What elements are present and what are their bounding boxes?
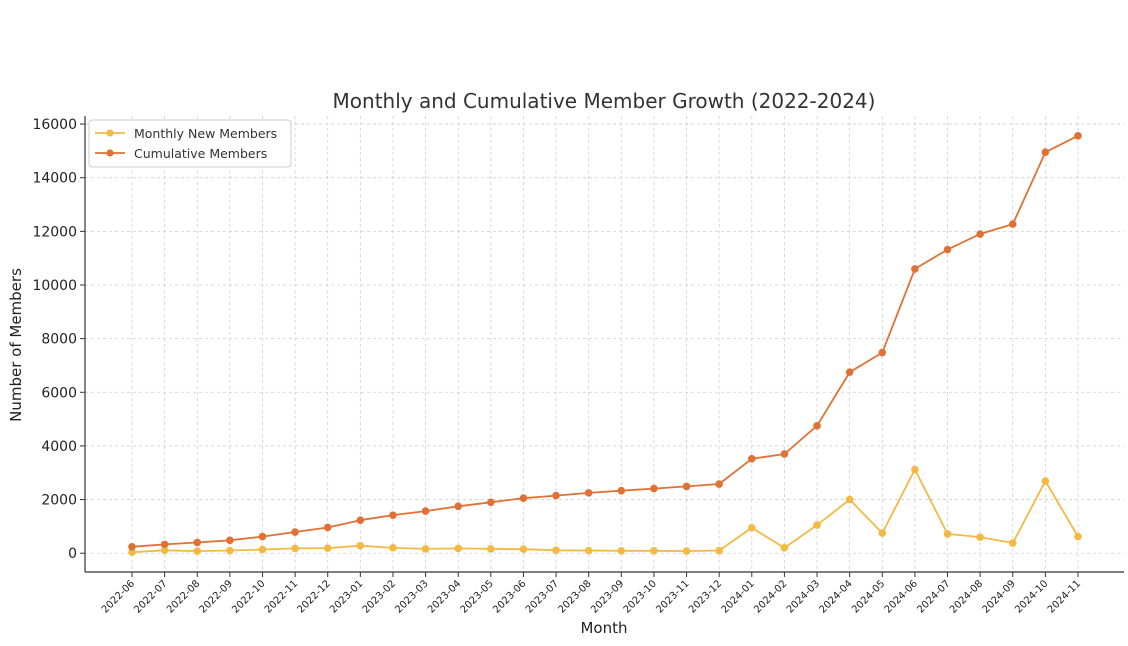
series-line-cumulative	[131, 134, 1079, 548]
data-point-cumulative	[943, 245, 952, 254]
y-tick-label: 16000	[32, 117, 77, 133]
y-tick-label: 6000	[41, 385, 77, 401]
data-point-monthly	[421, 545, 430, 553]
legend-box	[88, 119, 292, 168]
data-point-cumulative	[845, 368, 854, 376]
data-point-monthly	[617, 547, 626, 555]
data-point-monthly	[552, 546, 560, 555]
legend-marker-cumulative	[106, 149, 114, 157]
data-point-cumulative	[650, 484, 658, 493]
grid	[85, 116, 1124, 572]
data-point-monthly	[682, 547, 691, 555]
data-point-cumulative	[584, 489, 593, 497]
legend-label-cumulative: Cumulative Members	[134, 146, 267, 161]
legend: Monthly New Members Cumulative Members	[88, 119, 292, 168]
data-point-monthly	[1074, 532, 1082, 541]
y-tick-label: 8000	[41, 332, 77, 348]
data-point-cumulative	[454, 502, 463, 511]
data-point-monthly	[584, 546, 593, 555]
data-point-cumulative	[747, 455, 756, 463]
data-point-cumulative	[976, 230, 984, 238]
data-point-monthly	[389, 544, 397, 552]
data-point-cumulative	[780, 450, 789, 458]
data-point-cumulative	[1041, 148, 1050, 157]
data-point-monthly	[291, 544, 299, 553]
data-point-cumulative	[617, 486, 626, 495]
data-point-monthly	[650, 547, 658, 555]
x-axis-label: Month	[580, 619, 627, 637]
data-point-cumulative	[193, 538, 202, 547]
data-point-cumulative	[682, 482, 691, 491]
data-point-monthly	[911, 465, 919, 474]
y-ticks: 0 2000 4000 6000 8000 10000 12000 14000 16000	[32, 117, 85, 562]
data-point-monthly	[128, 548, 136, 556]
data-point-monthly	[226, 546, 234, 555]
data-point-monthly	[193, 547, 202, 555]
data-point-cumulative	[552, 491, 560, 500]
data-point-cumulative	[487, 498, 495, 507]
data-point-monthly	[845, 495, 854, 504]
y-tick-label: 10000	[32, 278, 77, 294]
data-point-cumulative	[323, 523, 332, 532]
data-point-monthly	[454, 544, 463, 553]
data-point-cumulative	[389, 511, 397, 519]
data-point-monthly	[715, 546, 723, 555]
data-point-monthly	[1041, 477, 1050, 485]
chart-title: Monthly and Cumulative Member Growth (20…	[333, 89, 876, 113]
data-point-cumulative	[911, 265, 919, 273]
y-tick-label: 14000	[32, 171, 77, 187]
data-point-monthly	[258, 545, 267, 554]
data-point-cumulative	[813, 422, 821, 430]
data-point-monthly	[747, 523, 756, 532]
y-tick-label: 0	[68, 546, 77, 562]
data-point-cumulative	[878, 348, 887, 357]
y-tick-label: 2000	[41, 493, 77, 509]
y-axis-label: Number of Members	[7, 268, 25, 422]
data-point-monthly	[878, 529, 887, 537]
data-point-cumulative	[1008, 220, 1017, 228]
data-point-cumulative	[258, 532, 267, 541]
legend-label-monthly: Monthly New Members	[134, 126, 277, 141]
data-point-cumulative	[421, 507, 430, 515]
data-point-monthly	[976, 533, 984, 541]
data-point-monthly	[160, 546, 169, 555]
data-point-cumulative	[1074, 132, 1082, 140]
legend-marker-monthly	[106, 129, 114, 137]
data-point-cumulative	[128, 542, 136, 551]
data-point-monthly	[356, 541, 365, 550]
y-tick-label: 4000	[41, 439, 77, 455]
data-point-monthly	[323, 544, 332, 552]
data-point-cumulative	[226, 536, 234, 545]
data-point-monthly	[780, 544, 789, 552]
series-group	[128, 132, 1082, 556]
data-point-monthly	[487, 545, 495, 553]
y-tick-label: 12000	[32, 224, 77, 240]
data-point-monthly	[1008, 539, 1017, 547]
data-point-cumulative	[160, 540, 169, 549]
data-point-cumulative	[291, 528, 299, 536]
series-line-monthly	[131, 468, 1079, 554]
data-point-cumulative	[356, 516, 365, 525]
axes	[84, 116, 1124, 573]
data-point-cumulative	[519, 494, 528, 503]
data-point-cumulative	[715, 480, 723, 488]
data-point-monthly	[519, 545, 528, 553]
data-point-monthly	[943, 530, 952, 538]
data-point-monthly	[813, 521, 821, 529]
